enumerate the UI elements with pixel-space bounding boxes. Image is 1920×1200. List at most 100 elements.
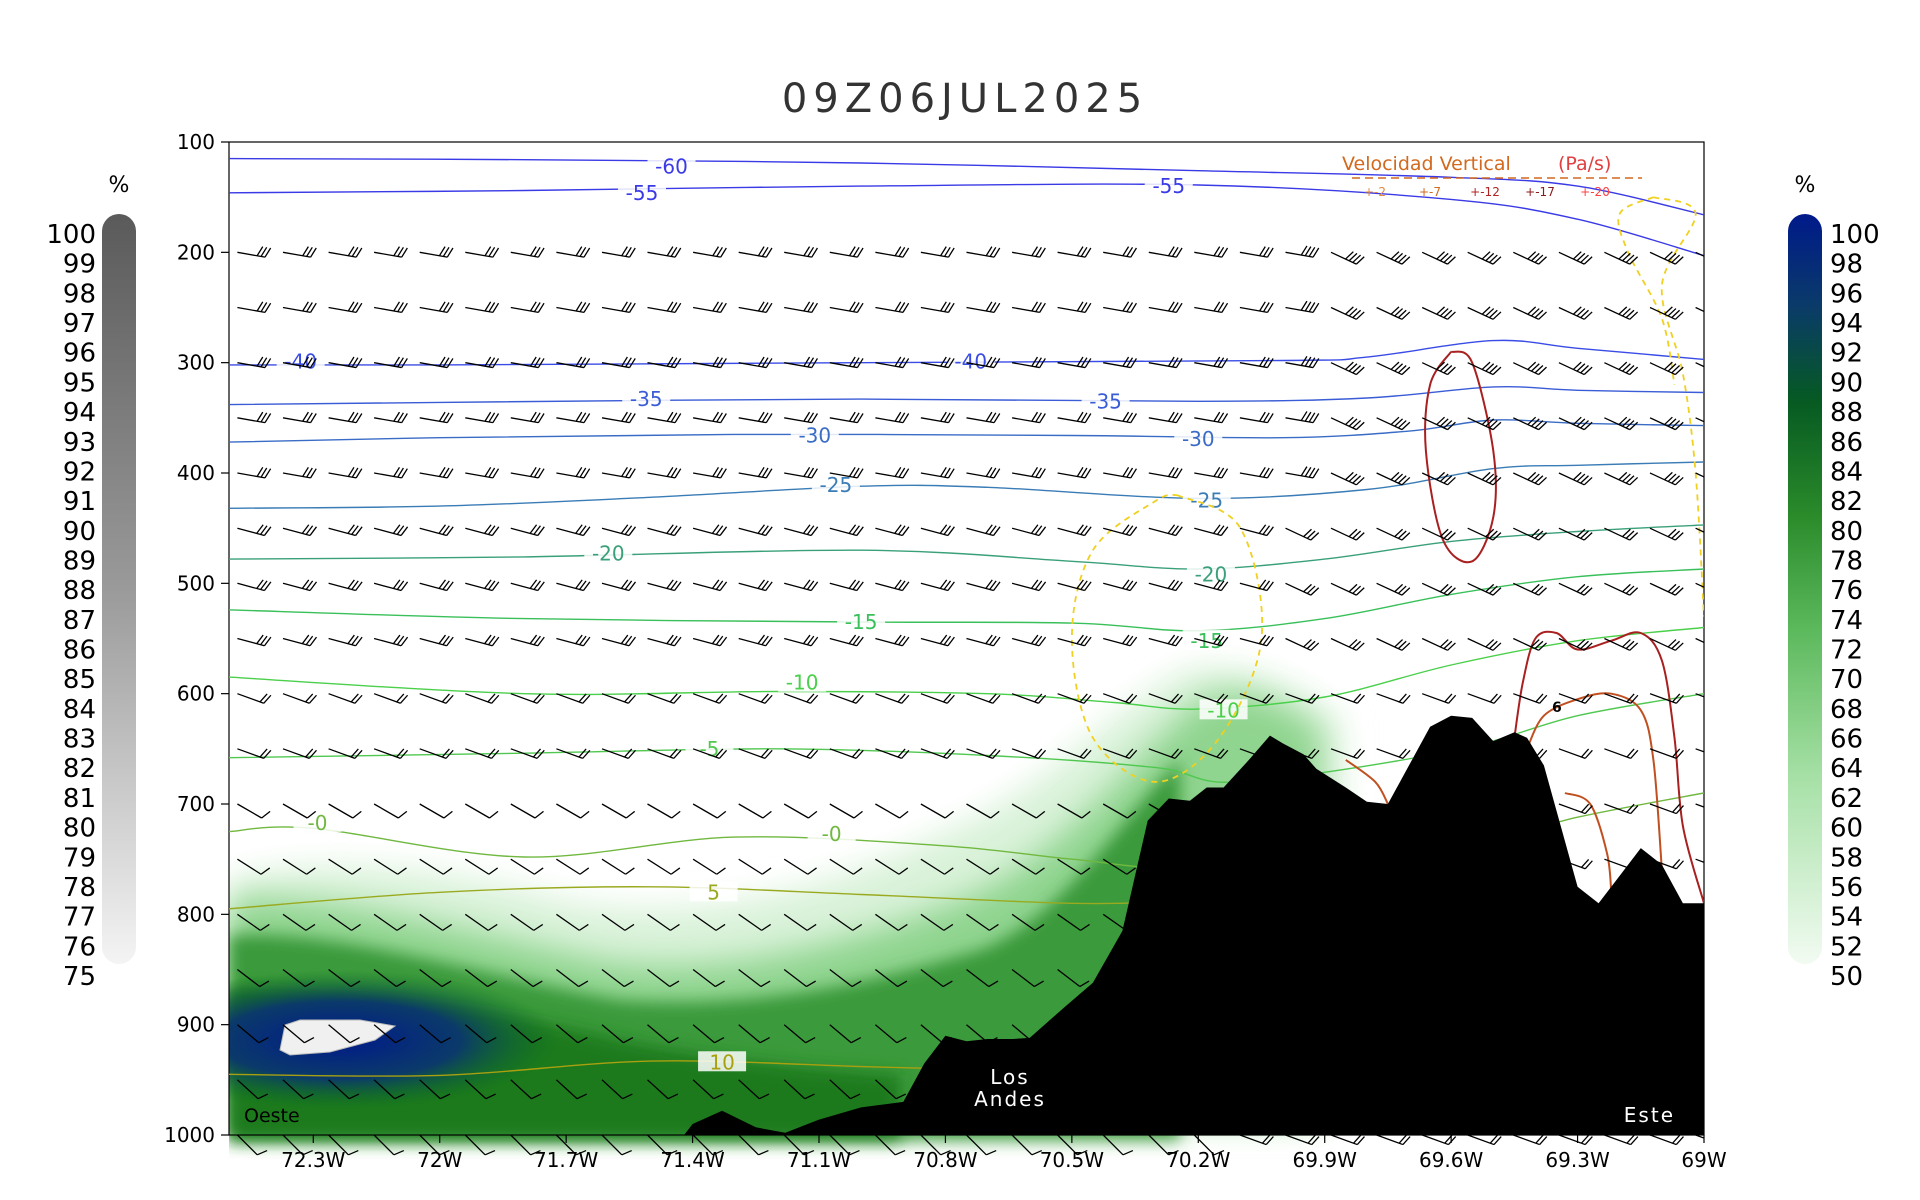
wind-barb (556, 466, 591, 479)
wind-barb (328, 301, 363, 314)
wind-barb (1649, 803, 1684, 815)
wind-barb (1421, 251, 1456, 265)
wind-barb (419, 968, 452, 988)
isotherm-label: -55 (626, 181, 659, 205)
wind-barb (692, 1134, 724, 1156)
wind-barb (510, 246, 545, 258)
wind-barb (510, 356, 545, 369)
wind-barb (282, 466, 317, 479)
wind-barb (875, 466, 910, 479)
wind-barb (738, 913, 772, 931)
wind-barb (237, 356, 272, 369)
y-tick-label: 900 (177, 1013, 215, 1037)
wind-barb (237, 466, 272, 479)
wind-barb (875, 858, 909, 875)
wind-barb (1604, 471, 1639, 486)
wind-barb (692, 579, 728, 592)
wind-barb (1330, 637, 1365, 651)
wind-barb (920, 466, 955, 479)
right-colorbar-label: 88 (1830, 398, 1863, 428)
wind-barb (465, 356, 500, 369)
wind-barb (1421, 637, 1456, 651)
wind-barb (829, 1024, 862, 1044)
wind-barb (282, 301, 317, 314)
wind-barb (829, 356, 864, 369)
wind-barb (829, 466, 864, 479)
left-colorbar-label: 93 (63, 428, 96, 458)
wind-barb (556, 803, 590, 819)
left-colorbar-label: 90 (63, 517, 96, 547)
y-tick-label: 1000 (164, 1123, 215, 1147)
wind-barb (465, 693, 500, 704)
isotherm-label: -15 (845, 610, 878, 634)
isotherm-label-bg (698, 1051, 747, 1072)
wind-barb (419, 913, 453, 931)
wind-barb (328, 524, 363, 537)
wind-barb (738, 1079, 770, 1100)
x-tick-label: 72.3W (281, 1148, 346, 1172)
wind-barb (464, 1024, 497, 1044)
right-colorbar-label: 78 (1830, 546, 1863, 576)
wind-barb (920, 634, 955, 647)
wind-barb (328, 466, 363, 479)
wind-barb (1194, 356, 1229, 369)
wind-barb (556, 301, 591, 314)
wind-barb (1649, 1134, 1684, 1146)
wind-barb (783, 803, 818, 819)
vertical-velocity-contour (1345, 759, 1389, 805)
wind-barb (1513, 471, 1547, 486)
wind-barb (1376, 637, 1411, 651)
wind-barb (1194, 411, 1229, 424)
wind-barb (692, 356, 727, 369)
wind-barb (920, 693, 955, 704)
wind-barb (601, 748, 636, 759)
wind-barb (920, 301, 955, 314)
terrain-label-line2: Andes (974, 1087, 1046, 1111)
wind-barb (647, 301, 682, 314)
wind-barb (1604, 637, 1639, 651)
wind-barb (556, 748, 591, 759)
isotherm-label: -20 (1195, 563, 1228, 587)
wind-barb (784, 356, 819, 369)
wind-barb (1513, 251, 1547, 265)
wind-barb (1148, 411, 1183, 424)
x-tick-label: 69.6W (1419, 1148, 1484, 1172)
wind-barb (829, 634, 864, 647)
wind-barb (783, 968, 817, 988)
wind-barb (1421, 582, 1456, 596)
wind-barb (1148, 748, 1183, 759)
right-colorbar-label: 86 (1830, 428, 1863, 458)
wind-barb (1011, 913, 1045, 931)
wind-barb (510, 748, 545, 759)
wind-barb (738, 693, 773, 704)
wind-barb (692, 1079, 724, 1100)
vertical-velocity-contour (1513, 630, 1704, 904)
wind-barb (1239, 1134, 1274, 1146)
wind-barb (1558, 306, 1593, 320)
wind-barb (647, 356, 682, 369)
wind-barb (510, 1024, 543, 1044)
wind-barb (1467, 416, 1502, 431)
wind-barb (1604, 582, 1639, 596)
wind-barb (784, 579, 819, 592)
left-colorbar-label: 98 (63, 279, 96, 309)
wind-barb (1103, 356, 1138, 369)
isotherm-line (229, 419, 1704, 443)
wind-barb (555, 1079, 588, 1100)
wind-barb (556, 858, 590, 875)
right-colorbar-label: 60 (1830, 814, 1863, 844)
right-colorbar-labels: 1009896949290888684828078767472706866646… (1830, 220, 1880, 992)
wind-barb (1011, 968, 1044, 988)
wind-barb (1011, 634, 1047, 647)
wind-barb (692, 693, 728, 704)
wind-barb (373, 913, 407, 931)
wind-barb (1558, 361, 1593, 376)
wind-barb (237, 968, 270, 988)
wind-barb (1148, 301, 1183, 314)
wind-barb (282, 858, 316, 875)
isotherm-label: -35 (630, 387, 663, 411)
legend-title: Velocidad Vertical (1342, 153, 1511, 175)
wind-barb (556, 579, 591, 592)
wind-barb (1376, 251, 1411, 265)
isotherms-layer: -60-55 -55-40 -40-35 -35-30 -30-25-25-20-20-… (229, 154, 1704, 1077)
